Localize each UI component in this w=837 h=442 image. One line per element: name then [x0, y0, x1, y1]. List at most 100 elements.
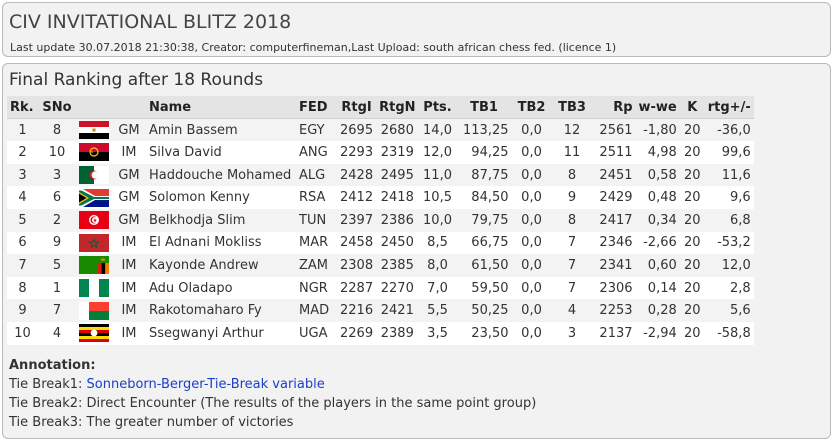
- start-number-cell: 4: [38, 321, 76, 345]
- flag-cell: [76, 118, 112, 142]
- section-title: Final Ranking after 18 Rounds: [9, 70, 264, 90]
- federation-cell: ALG: [296, 163, 337, 187]
- tb1-cell: 84,50: [456, 186, 512, 209]
- federation-cell: ANG: [296, 141, 337, 164]
- rank-cell: 2: [7, 141, 38, 164]
- wwe-cell: -2,66: [635, 231, 680, 255]
- rtgi-cell: 2412: [337, 186, 377, 209]
- rtgn-cell: 2270: [376, 276, 419, 300]
- points-cell: 8,5: [418, 231, 457, 255]
- table-row: 3 3 GM Haddouche Mohamed ALG 2428 2495: [7, 163, 754, 187]
- col-wwe: w-we: [635, 96, 680, 120]
- rtgn-cell: 2495: [376, 163, 419, 187]
- tb3-cell: 3: [551, 321, 593, 345]
- player-title-cell: IM: [112, 321, 146, 345]
- rtgdiff-cell: -58,8: [704, 321, 754, 345]
- start-number-cell: 3: [38, 163, 76, 187]
- k-cell: 20: [679, 231, 705, 255]
- points-cell: 7,0: [418, 276, 457, 300]
- start-number-cell: 9: [38, 231, 76, 255]
- rtgdiff-cell: 12,0: [704, 254, 754, 277]
- rtgdiff-cell: 11,6: [704, 163, 754, 187]
- uganda-flag-icon: [79, 324, 109, 343]
- rank-cell: 5: [7, 208, 38, 232]
- col-flag: [76, 96, 112, 120]
- rtgdiff-cell: 9,6: [704, 186, 754, 209]
- morocco-flag-icon: [79, 233, 109, 252]
- k-cell: 20: [679, 299, 705, 322]
- ranking-table: Rk. SNo Name FED RtgI RtgN Pts. TB1 TB2 …: [7, 96, 754, 345]
- col-tb2: TB2: [511, 96, 552, 120]
- tb1-cell: 87,75: [456, 163, 512, 187]
- tb3-cell: 11: [551, 141, 593, 164]
- rtgn-cell: 2418: [376, 186, 419, 209]
- player-name-cell: Haddouche Mohamed: [146, 163, 296, 187]
- nigeria-flag-icon: [79, 279, 109, 298]
- annotation-block: Annotation: Tie Break1: Sonneborn-Berger…: [9, 356, 536, 432]
- player-name-cell: Kayonde Andrew: [146, 254, 296, 277]
- points-cell: 11,0: [418, 163, 457, 187]
- rank-cell: 3: [7, 163, 38, 187]
- col-rtgdiff: rtg+/-: [704, 96, 754, 120]
- tb3-cell: 7: [551, 254, 593, 277]
- points-cell: 10,5: [418, 186, 457, 209]
- tournament-title: CIV INVITATIONAL BLITZ 2018: [9, 11, 292, 33]
- flag-cell: [76, 141, 112, 164]
- rp-cell: 2137: [592, 321, 636, 345]
- annotation-title: Annotation:: [9, 358, 96, 373]
- player-title-cell: IM: [112, 231, 146, 255]
- tie-break-3: Tie Break3: The greater number of victor…: [9, 415, 294, 430]
- col-sno: SNo: [38, 96, 76, 120]
- col-name: Name: [146, 96, 296, 120]
- south-africa-flag-icon: [79, 188, 109, 207]
- k-cell: 20: [679, 141, 705, 164]
- rtgn-cell: 2389: [376, 321, 419, 345]
- table-header-row: Rk. SNo Name FED RtgI RtgN Pts. TB1 TB2 …: [7, 96, 754, 120]
- rp-cell: 2451: [592, 163, 636, 187]
- federation-cell: MAD: [296, 299, 337, 322]
- wwe-cell: -2,94: [635, 321, 680, 345]
- tb2-cell: 0,0: [511, 141, 552, 164]
- tb1-cell: 50,25: [456, 299, 512, 322]
- federation-cell: ZAM: [296, 254, 337, 277]
- rtgi-cell: 2695: [337, 118, 377, 142]
- col-k: K: [679, 96, 705, 120]
- tb3-cell: 8: [551, 163, 593, 187]
- start-number-cell: 8: [38, 118, 76, 142]
- rank-cell: 1: [7, 118, 38, 142]
- points-cell: 3,5: [418, 321, 457, 345]
- tb2-cell: 0,0: [511, 186, 552, 209]
- player-name-cell: Adu Oladapo: [146, 276, 296, 300]
- tb3-cell: 4: [551, 299, 593, 322]
- rtgi-cell: 2287: [337, 276, 377, 300]
- tb3-cell: 12: [551, 118, 593, 142]
- federation-cell: TUN: [296, 208, 337, 232]
- player-title-cell: GM: [112, 163, 146, 187]
- tb1-cell: 61,50: [456, 254, 512, 277]
- start-number-cell: 2: [38, 208, 76, 232]
- rp-cell: 2346: [592, 231, 636, 255]
- tunisia-flag-icon: [79, 211, 109, 230]
- tb1-cell: 59,50: [456, 276, 512, 300]
- rp-cell: 2253: [592, 299, 636, 322]
- rtgdiff-cell: 2,8: [704, 276, 754, 300]
- col-fed: FED: [296, 96, 337, 120]
- tb2-cell: 0,0: [511, 276, 552, 300]
- tb3-cell: 9: [551, 186, 593, 209]
- rtgi-cell: 2216: [337, 299, 377, 322]
- federation-cell: EGY: [296, 118, 337, 142]
- points-cell: 8,0: [418, 254, 457, 277]
- tie-break-1: Tie Break1: Sonneborn-Berger-Tie-Break v…: [9, 375, 536, 394]
- player-title-cell: IM: [112, 141, 146, 164]
- wwe-cell: -1,80: [635, 118, 680, 142]
- tie-break-2: Tie Break2: Direct Encounter (The result…: [9, 396, 537, 411]
- k-cell: 20: [679, 186, 705, 209]
- rtgn-cell: 2450: [376, 231, 419, 255]
- header-panel: CIV INVITATIONAL BLITZ 2018 Last update …: [2, 2, 831, 57]
- rp-cell: 2429: [592, 186, 636, 209]
- tb1-cell: 23,50: [456, 321, 512, 345]
- points-cell: 5,5: [418, 299, 457, 322]
- tie-break-1-link[interactable]: Sonneborn-Berger-Tie-Break variable: [86, 377, 325, 392]
- rp-cell: 2341: [592, 254, 636, 277]
- player-name-cell: Ssegwanyi Arthur: [146, 321, 296, 345]
